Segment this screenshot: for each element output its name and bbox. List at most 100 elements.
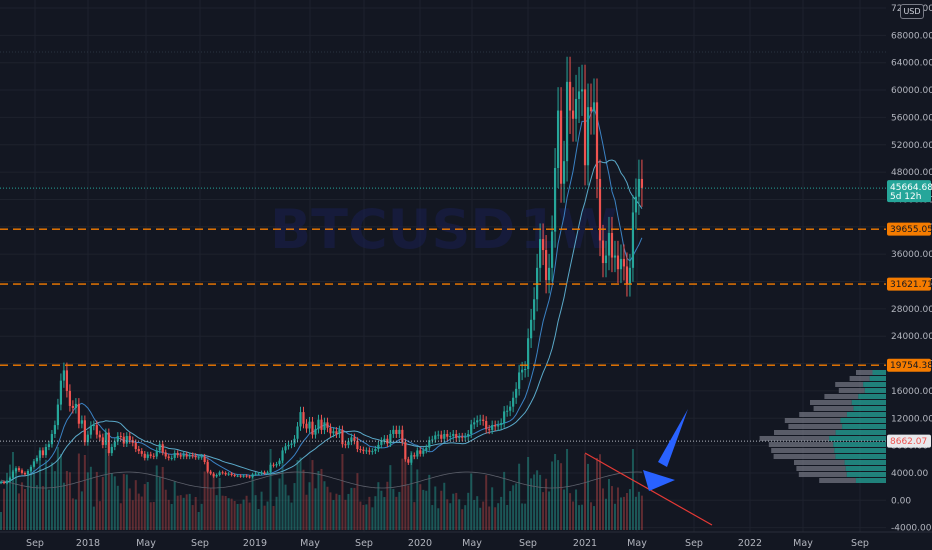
candle-body	[272, 464, 275, 466]
volume-bar	[161, 466, 164, 530]
volume-profile-row	[835, 454, 886, 459]
volume-bar	[398, 491, 401, 530]
time-tick-label: Sep	[685, 538, 703, 549]
volume-bar	[458, 499, 461, 530]
volume-bar	[607, 479, 610, 530]
candle-body	[8, 477, 12, 482]
volume-bar	[485, 475, 488, 530]
currency-label[interactable]: USD	[900, 4, 924, 19]
candle-body	[212, 473, 215, 477]
volume-bar	[530, 478, 533, 530]
candle-body	[521, 369, 524, 373]
candle-body	[92, 425, 95, 427]
time-axis[interactable]: Sep 2018 May Sep 2019 May Sep 2020 May Sep 2021 May…	[0, 531, 932, 549]
candle-body	[577, 91, 581, 99]
candle-body	[556, 110, 560, 168]
volume-bar	[625, 492, 628, 530]
candle-body	[461, 436, 464, 438]
candle-body	[401, 429, 404, 443]
volume-bar	[347, 493, 350, 530]
candle-body	[254, 473, 257, 475]
candle-body	[224, 472, 227, 475]
candle-body	[44, 446, 48, 456]
volume-bar	[134, 480, 137, 530]
volume-bar	[410, 451, 413, 530]
volume-bar	[389, 465, 392, 530]
candle-body	[428, 440, 431, 448]
candle-body	[209, 471, 212, 474]
candle-body	[467, 433, 470, 437]
candle-body	[616, 255, 620, 270]
volume-bar	[518, 463, 521, 530]
candle-body	[359, 449, 362, 451]
volume-profile-row	[759, 436, 830, 441]
volume-bar	[260, 491, 263, 530]
volume-bar	[386, 481, 389, 530]
candle-body	[173, 453, 176, 458]
candle-body	[368, 450, 371, 452]
horizontal-price-lines[interactable]	[0, 187, 886, 442]
volume-bar	[494, 507, 497, 530]
volume-bar	[242, 499, 245, 530]
drawing-annotations[interactable]	[584, 409, 713, 526]
candle-body	[83, 420, 86, 443]
volume-bar	[419, 484, 422, 530]
volume-profile-row	[835, 382, 864, 387]
time-tick-label: May	[136, 538, 156, 549]
volume-bar	[317, 471, 320, 530]
volume-bar	[224, 496, 227, 530]
candle-body	[248, 476, 251, 478]
candle-body	[452, 433, 455, 437]
volume-profile-row	[773, 454, 836, 459]
candle-body	[263, 472, 266, 474]
volume-profile-row	[796, 466, 846, 471]
candle-body	[550, 231, 554, 268]
candle-body	[140, 451, 143, 454]
candle-body	[287, 444, 290, 447]
volume-bar	[143, 484, 146, 530]
candle-body	[446, 433, 449, 437]
volume-bar	[563, 489, 566, 530]
volume-bar	[404, 456, 407, 530]
candle-body	[515, 388, 518, 398]
candle-body	[116, 436, 119, 442]
candle-body	[71, 405, 74, 408]
volume-bar	[269, 449, 272, 530]
candle-body	[95, 425, 98, 435]
price-axis[interactable]: 72000.0068000.0064000.0060000.0056000.00…	[891, 4, 932, 534]
volume-profile-row	[835, 430, 886, 435]
volume-bar	[236, 504, 239, 530]
candle-body	[610, 232, 614, 258]
blue-arrow-head	[643, 470, 675, 491]
candle-body	[41, 450, 45, 456]
candle-body	[527, 338, 530, 370]
candle-body	[65, 370, 68, 391]
candle-body	[544, 250, 548, 281]
volume-bar	[263, 505, 266, 530]
volume-bar	[101, 476, 104, 530]
candle-body	[161, 444, 164, 453]
volume-bar	[431, 505, 434, 530]
candle-body	[619, 258, 623, 270]
candle-body	[221, 472, 224, 474]
candle-body	[179, 455, 182, 457]
volume-bar	[395, 496, 398, 530]
volume-bar	[616, 487, 619, 530]
candle-body	[479, 419, 482, 421]
candle-body	[353, 437, 356, 441]
volume-bar	[302, 469, 305, 530]
volume-bar	[95, 471, 98, 530]
volume-bars	[0, 447, 643, 530]
blue-arrow-annotation[interactable]	[643, 409, 689, 491]
volume-bar	[17, 493, 20, 530]
volume-profile-row	[784, 418, 841, 423]
volume-profile-row	[788, 424, 843, 429]
volume-bar	[11, 452, 14, 530]
volume-bar	[170, 504, 173, 530]
current-price-badge	[887, 180, 931, 203]
volume-bar	[572, 501, 575, 530]
price-tick-label: 4000.00	[891, 469, 928, 479]
volume-profile-row	[840, 418, 886, 423]
price-line-badge	[887, 222, 931, 236]
